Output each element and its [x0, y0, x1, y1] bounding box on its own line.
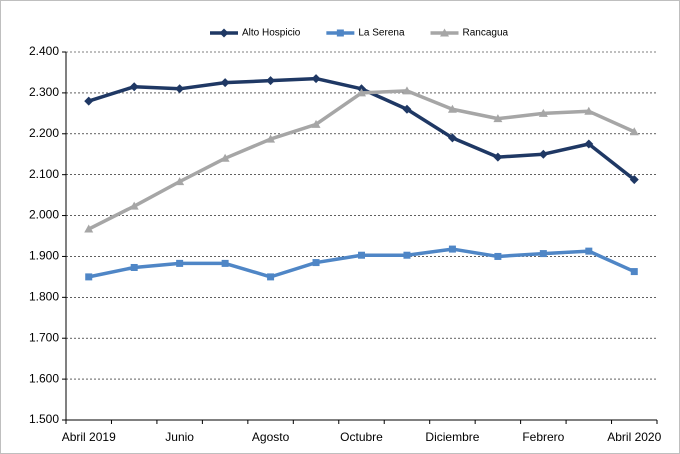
y-tick-label: 1.800 — [29, 290, 59, 304]
marker — [493, 152, 503, 162]
marker — [267, 273, 275, 281]
y-tick-label: 1.700 — [29, 330, 59, 344]
marker — [448, 245, 456, 253]
x-tick-label: Octubre — [340, 430, 383, 444]
marker — [220, 153, 230, 162]
marker — [220, 78, 230, 88]
marker — [311, 74, 321, 84]
y-tick-label: 1.900 — [29, 249, 59, 263]
marker — [176, 259, 184, 267]
y-tick-label: 1.500 — [29, 412, 59, 426]
marker — [630, 268, 638, 276]
marker — [336, 29, 344, 37]
marker — [538, 108, 548, 117]
x-tick-label: Junio — [165, 430, 194, 444]
marker — [447, 133, 457, 143]
marker — [539, 250, 547, 258]
marker — [175, 84, 185, 94]
marker — [584, 139, 594, 149]
marker — [357, 88, 366, 97]
marker — [402, 86, 412, 95]
marker — [311, 119, 321, 128]
x-tick-label: Febrero — [522, 430, 564, 444]
x-tick-label: Agosto — [252, 430, 290, 444]
marker — [538, 149, 548, 159]
marker — [629, 127, 639, 136]
marker — [84, 96, 94, 106]
marker — [440, 28, 450, 37]
marker — [494, 252, 502, 260]
marker — [403, 251, 411, 259]
marker — [266, 76, 276, 86]
y-tick-label: 2.300 — [29, 85, 59, 99]
x-tick-label: Diciembre — [425, 430, 479, 444]
marker — [629, 175, 639, 185]
marker — [585, 247, 593, 255]
y-tick-label: 1.600 — [29, 371, 59, 385]
marker — [175, 177, 185, 186]
marker — [584, 106, 594, 115]
x-tick-label: Abril 2019 — [62, 430, 116, 444]
marker — [402, 104, 412, 114]
y-tick-label: 2.400 — [29, 44, 59, 58]
marker — [129, 201, 139, 210]
marker — [130, 263, 138, 271]
marker — [84, 224, 94, 233]
legend: Alto Hospicio La Serena Rancagua — [210, 28, 509, 39]
marker — [447, 104, 457, 113]
marker — [85, 273, 93, 281]
marker — [358, 251, 365, 259]
marker — [219, 28, 229, 38]
marker — [266, 134, 276, 143]
legend-label: Alto Hospicio — [242, 28, 301, 39]
marker — [221, 259, 229, 267]
y-tick-label: 2.200 — [29, 126, 59, 140]
y-tick-label: 2.100 — [29, 167, 59, 181]
legend-label: Rancagua — [463, 28, 509, 39]
legend-label: La Serena — [358, 28, 405, 39]
y-tick-label: 2.000 — [29, 208, 59, 222]
marker — [493, 114, 503, 123]
marker — [312, 259, 320, 267]
marker — [129, 82, 139, 92]
x-tick-label: Abril 2020 — [607, 430, 661, 444]
